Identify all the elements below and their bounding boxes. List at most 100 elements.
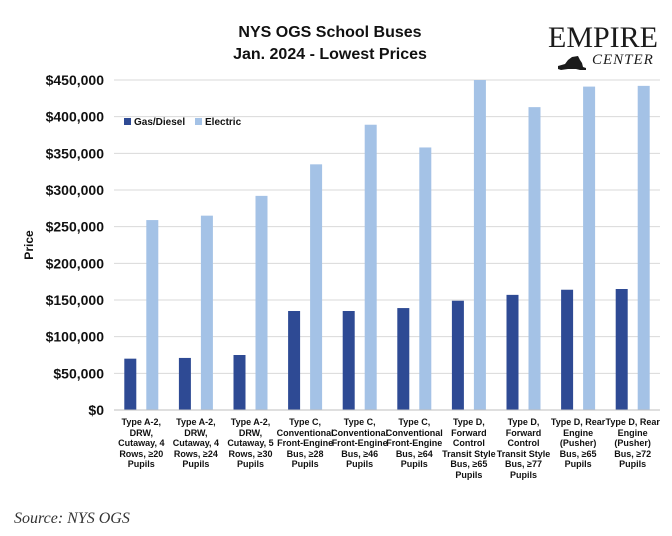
bar-gas-diesel [451,300,464,410]
x-tick-label-line: DRW, [129,427,153,438]
x-tick-label: Type A-2, DRW, Cutaway, 5 Rows, ≥30 Pupils [221,417,281,470]
bar-gas-diesel [561,289,574,410]
x-tick-label-line: Pupils [564,459,592,469]
x-tick-label-line: Type D, [452,417,485,427]
x-tick-label-line: Type C, [398,417,431,427]
x-tick-label: Type A-2, DRW, Cutaway, 4 Rows, ≥24 Pupils [166,417,226,470]
x-tick-label-line: Front-Engine [331,438,388,448]
legend-label-electric: Electric [205,117,242,128]
x-tick-label-line: Type A-2, [121,417,162,427]
bar-electric [528,107,541,410]
y-tick-label: $450,000 [46,72,105,88]
legend-label-gas-diesel: Gas/Diesel [134,117,185,128]
bar-gas-diesel [397,308,410,410]
x-tick-label-line: Pupils [619,459,647,469]
x-tick-label-line: Rows, ≥30 [228,448,273,459]
x-tick-label-line: Cutaway, 5 [227,438,274,448]
x-tick-label-line: Type D, [507,417,540,427]
y-tick-label: $50,000 [53,365,104,381]
x-tick-label-line: Type C, [343,417,376,427]
x-tick-label-line: Transit Style [496,448,551,459]
bar-electric [473,80,486,410]
new-york-state-icon [558,56,586,70]
x-tick-label-line: Conventional [331,427,389,438]
x-tick-label-line: (Pusher) [559,438,597,448]
bar-electric [146,220,159,410]
x-tick-label: Type C, Conventional Front-Engine Bus, ≥46 P… [330,417,390,470]
y-tick-label: $400,000 [46,109,105,125]
bar-gas-diesel [178,357,191,410]
logo-sub-text: CENTER [592,52,654,68]
x-tick-label-line: Type A-2, [176,417,216,427]
y-tick-label: $300,000 [46,182,105,198]
y-tick-label: $0 [88,402,104,418]
x-tick-label-line: Bus, ≥65 [559,448,597,459]
x-tick-label-line: Pupils [291,459,319,469]
x-tick-label-line: Pupils [236,459,264,469]
y-tick-label: $100,000 [46,329,105,345]
empire-center-logo: EMPIRE CENTER [548,22,658,72]
x-tick-label-line: Conventional [276,427,334,438]
x-tick-label-line: Control [507,438,540,448]
chart-title-line-1: NYS OGS School Buses [238,24,422,41]
x-tick-label: Type D, Forward Control Transit Style Bus, ≥… [494,417,554,480]
x-tick-label-line: Pupils [455,469,483,480]
y-tick-label: $200,000 [46,255,105,271]
bar-gas-diesel [615,289,628,410]
bar-electric [310,164,323,410]
legend-swatch-gas-diesel [124,118,131,125]
y-tick-label: $250,000 [46,219,105,235]
x-tick-label-line: Cutaway, 4 [172,438,220,448]
x-tick-label-line: Pupils [400,459,428,469]
chart-title-line-2: Jan. 2024 - Lowest Prices [233,46,427,63]
bar-electric [583,86,596,410]
x-tick-label: Type C, Conventional Front-Engine Bus, ≥64 P… [384,417,444,470]
x-tick-label-line: Forward [505,427,542,438]
bar-gas-diesel [506,294,519,410]
x-tick-label-line: Bus, ≥77 [505,459,542,469]
x-tick-label: Type A-2, DRW, Cutaway, 4 Rows, ≥20 Pupils [111,417,171,470]
x-tick-label-line: Engine [617,427,648,438]
x-tick-label-line: Front-Engine [386,438,443,448]
x-tick-label-line: Bus, ≥46 [341,448,379,459]
x-tick-label-line: Pupils [509,469,537,480]
x-tick-label: Type D, Forward Control Transit Style Bus, ≥… [439,417,499,480]
y-axis-label: Price [22,230,36,260]
bar-electric [637,85,650,410]
bar-electric [200,215,213,410]
source-note: Source: NYS OGS [14,510,130,527]
x-tick-label-line: Forward [451,427,487,438]
bar-electric [255,195,268,410]
x-tick-label-line: Bus, ≥28 [286,448,324,459]
x-tick-label-line: Bus, ≥65 [450,459,488,469]
x-tick-label-line: (Pusher) [614,438,651,448]
x-tick-label-line: Transit Style [442,448,496,459]
x-tick-label-line: DRW, [238,427,263,438]
x-tick-label-line: Cutaway, 4 [118,438,165,448]
y-tick-label: $150,000 [46,292,105,308]
x-tick-label-line: Pupils [182,459,210,469]
bar-electric [364,124,377,410]
x-tick-label-line: Rows, ≥24 [173,448,218,459]
x-tick-label-line: Conventional [385,427,443,438]
bar-gas-diesel [288,311,301,410]
x-tick-label-line: Type A-2, [230,417,271,427]
x-tick-label-line: Type D, Rear [605,417,660,427]
y-tick-label: $350,000 [46,145,105,161]
x-tick-label-line: Control [452,438,485,448]
x-tick-label-line: Rows, ≥20 [119,448,164,459]
x-tick-label: Type C, Conventional Front-Engine Bus, ≥28 P… [275,417,335,470]
bar-electric [419,147,432,410]
x-tick-label: Type D, Rear Engine (Pusher) Bus, ≥72 Pupils [603,417,663,470]
x-tick-label-line: Front-Engine [277,438,334,448]
x-tick-label-line: Bus, ≥64 [395,448,433,459]
logo-main-text: EMPIRE [548,21,659,54]
legend-swatch-electric [195,118,202,125]
x-tick-label-line: Engine [563,427,594,438]
x-tick-label-line: DRW, [184,427,208,438]
x-tick-label-line: Type D, Rear [550,417,606,427]
x-tick-label-line: Pupils [346,459,374,469]
bar-gas-diesel [233,355,246,410]
